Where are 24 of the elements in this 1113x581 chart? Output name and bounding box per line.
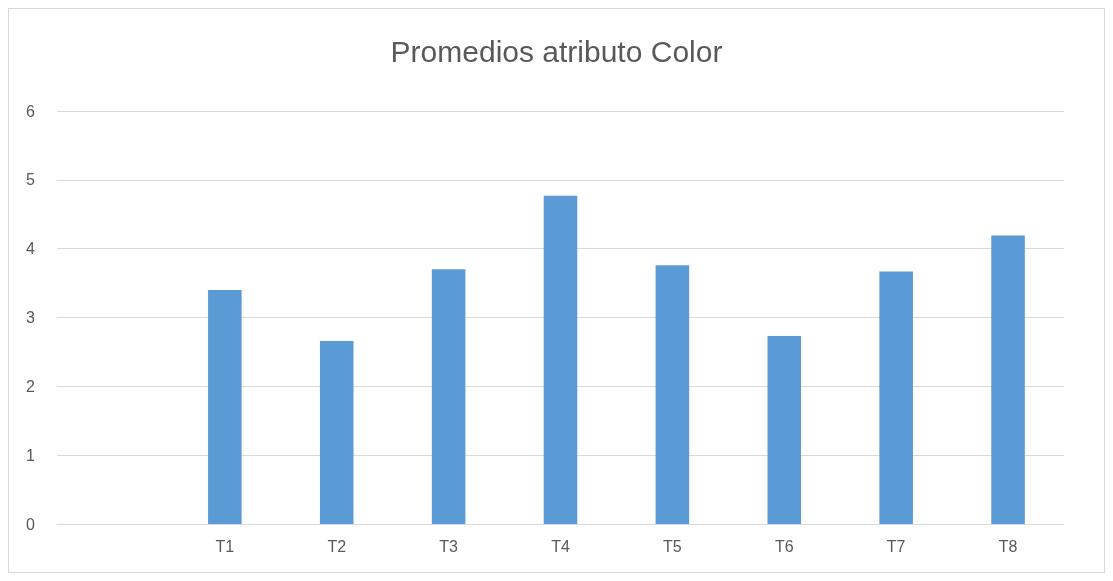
x-tick-label: T3 <box>439 537 459 555</box>
x-tick-label: T7 <box>886 537 906 555</box>
y-tick-label: 3 <box>26 309 36 326</box>
bar <box>767 336 802 524</box>
y-tick-label: 4 <box>26 240 36 258</box>
x-tick-label: T5 <box>663 537 682 555</box>
bar <box>543 195 578 524</box>
y-tick-label: 5 <box>26 171 36 189</box>
bar <box>655 265 690 524</box>
y-tick-label: 2 <box>26 377 36 395</box>
y-tick-label: 6 <box>26 102 36 120</box>
x-tick-label: T6 <box>774 537 794 555</box>
x-tick-label: T1 <box>215 537 235 555</box>
bar <box>991 235 1025 524</box>
y-tick-label: 0 <box>26 515 36 533</box>
bar <box>431 269 466 524</box>
bar <box>879 271 913 524</box>
x-tick-label: T2 <box>327 537 347 555</box>
bar <box>319 340 354 524</box>
chart-title: Promedios atributo Color <box>390 34 723 68</box>
y-tick-label: 1 <box>26 446 36 464</box>
x-tick-label: T4 <box>551 537 570 555</box>
x-tick-label: T8 <box>998 537 1018 555</box>
bar <box>208 289 242 524</box>
